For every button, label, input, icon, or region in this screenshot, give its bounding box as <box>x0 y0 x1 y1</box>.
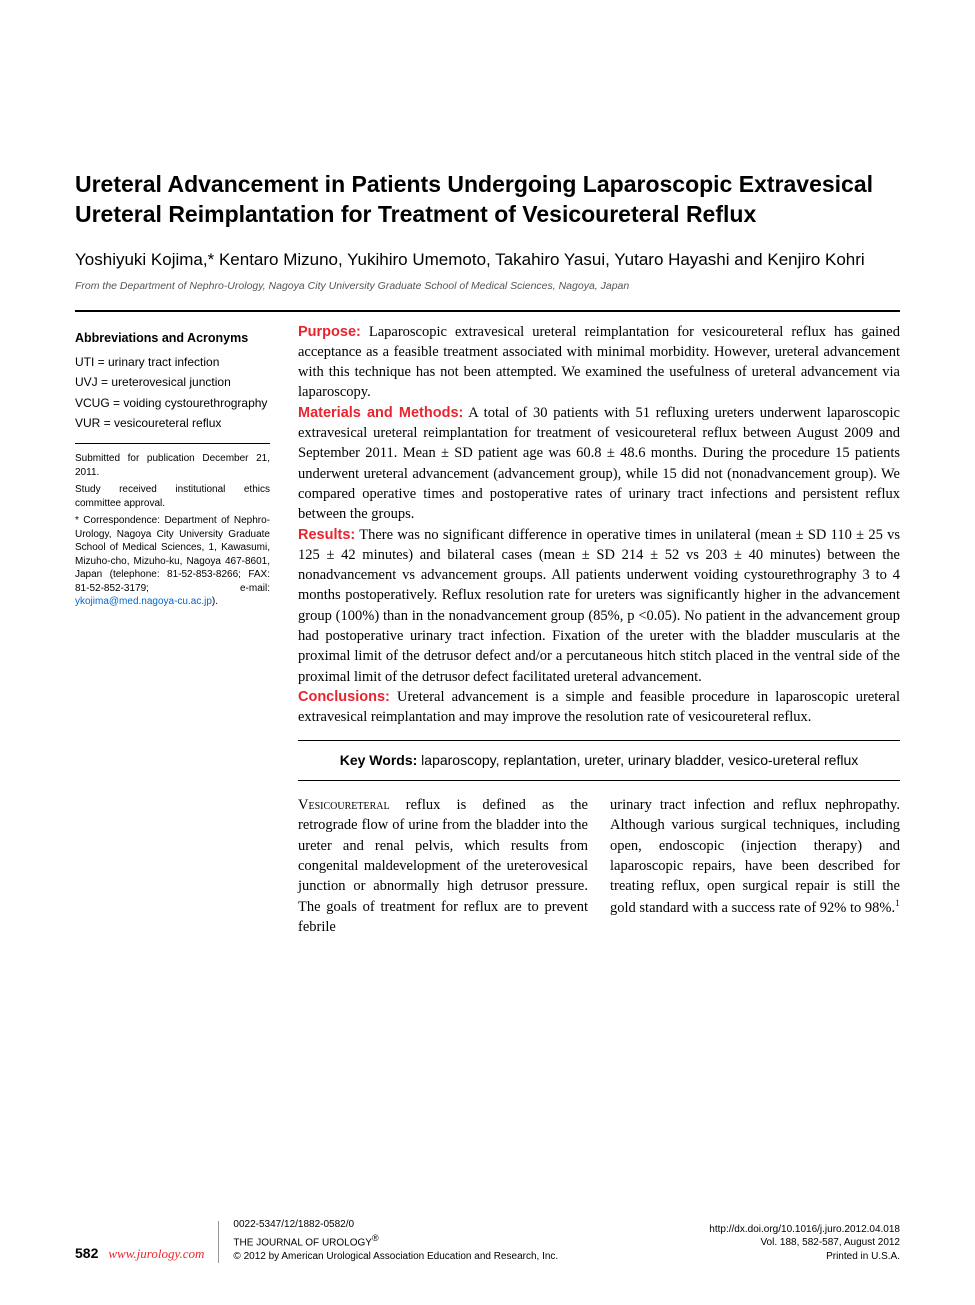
abstract-purpose: Purpose: Laparoscopic extravesical urete… <box>298 322 900 403</box>
correspondence-email[interactable]: ykojima@med.nagoya-cu.ac.jp <box>75 596 212 607</box>
abstract-methods: Materials and Methods: A total of 30 pat… <box>298 403 900 525</box>
sidebar: Abbreviations and Acronyms UTI = urinary… <box>75 322 270 938</box>
methods-label: Materials and Methods: <box>298 405 463 421</box>
footer-right: http://dx.doi.org/10.1016/j.juro.2012.04… <box>709 1223 900 1264</box>
purpose-text: Laparoscopic extravesical ureteral reimp… <box>298 324 900 401</box>
body-col-right: urinary tract infection and reflux nephr… <box>610 795 900 937</box>
page-number: 582 <box>75 1244 98 1263</box>
sidebar-divider <box>75 443 270 444</box>
abstract-conclusions: Conclusions: Ureteral advancement is a s… <box>298 687 900 728</box>
footer-issn: 0022-5347/12/1882-0582/0 <box>233 1218 709 1232</box>
footer-volume: Vol. 188, 582-587, August 2012 <box>709 1236 900 1250</box>
abbrev-item: VCUG = voiding cystourethrography <box>75 393 270 413</box>
footer-doi[interactable]: http://dx.doi.org/10.1016/j.juro.2012.04… <box>709 1223 900 1237</box>
keywords-text: laparoscopy, replantation, ureter, urina… <box>417 752 858 768</box>
abstract-results: Results: There was no significant differ… <box>298 525 900 687</box>
body-lead-word: Vesicoureteral <box>298 797 390 813</box>
body-col2-text: urinary tract infection and reflux nephr… <box>610 797 900 915</box>
footer-copyright: © 2012 by American Urological Associatio… <box>233 1250 709 1264</box>
article-title: Ureteral Advancement in Patients Undergo… <box>75 170 900 230</box>
keywords-block: Key Words: laparoscopy, replantation, ur… <box>298 741 900 781</box>
abbreviations-heading: Abbreviations and Acronyms <box>75 330 270 346</box>
abbrev-item: VUR = vesicoureteral reflux <box>75 413 270 433</box>
page-footer: 582 www.jurology.com 0022-5347/12/1882-0… <box>75 1218 900 1263</box>
keywords-divider-bottom <box>298 780 900 781</box>
journal-website-link[interactable]: www.jurology.com <box>108 1245 204 1263</box>
footer-printed: Printed in U.S.A. <box>709 1250 900 1264</box>
affiliation: From the Department of Nephro-Urology, N… <box>75 280 900 292</box>
abbrev-item: UVJ = ureterovesical junction <box>75 372 270 392</box>
purpose-label: Purpose: <box>298 324 361 340</box>
abbrev-item: UTI = urinary tract infection <box>75 352 270 372</box>
divider-top <box>75 310 900 312</box>
correspondence-note: * Correspondence: Department of Nephro-U… <box>75 514 270 609</box>
reference-marker: 1 <box>895 898 900 908</box>
results-text: There was no significant difference in o… <box>298 527 900 685</box>
authors-list: Yoshiyuki Kojima,* Kentaro Mizuno, Yukih… <box>75 248 900 272</box>
footer-center: 0022-5347/12/1882-0582/0 THE JOURNAL OF … <box>233 1218 709 1263</box>
keywords-label: Key Words: <box>340 752 418 768</box>
conclusions-label: Conclusions: <box>298 689 390 705</box>
main-content-row: Abbreviations and Acronyms UTI = urinary… <box>75 322 900 938</box>
footer-divider <box>218 1221 219 1263</box>
results-label: Results: <box>298 527 355 543</box>
methods-text: A total of 30 patients with 51 refluxing… <box>298 405 900 522</box>
footer-journal-name: THE JOURNAL OF UROLOGY® <box>233 1232 709 1250</box>
ethics-note: Study received institutional ethics comm… <box>75 483 270 510</box>
submission-note: Submitted for publication December 21, 2… <box>75 452 270 479</box>
abbreviations-box: Abbreviations and Acronyms UTI = urinary… <box>75 322 270 609</box>
body-col1-text: reflux is defined as the retrograde flow… <box>298 797 588 935</box>
correspondence-text: * Correspondence: Department of Nephro-U… <box>75 515 270 594</box>
body-columns: Vesicoureteral reflux is defined as the … <box>298 795 900 937</box>
correspondence-end: ). <box>212 596 218 607</box>
body-col-left: Vesicoureteral reflux is defined as the … <box>298 795 588 937</box>
abstract-column: Purpose: Laparoscopic extravesical urete… <box>298 322 900 938</box>
